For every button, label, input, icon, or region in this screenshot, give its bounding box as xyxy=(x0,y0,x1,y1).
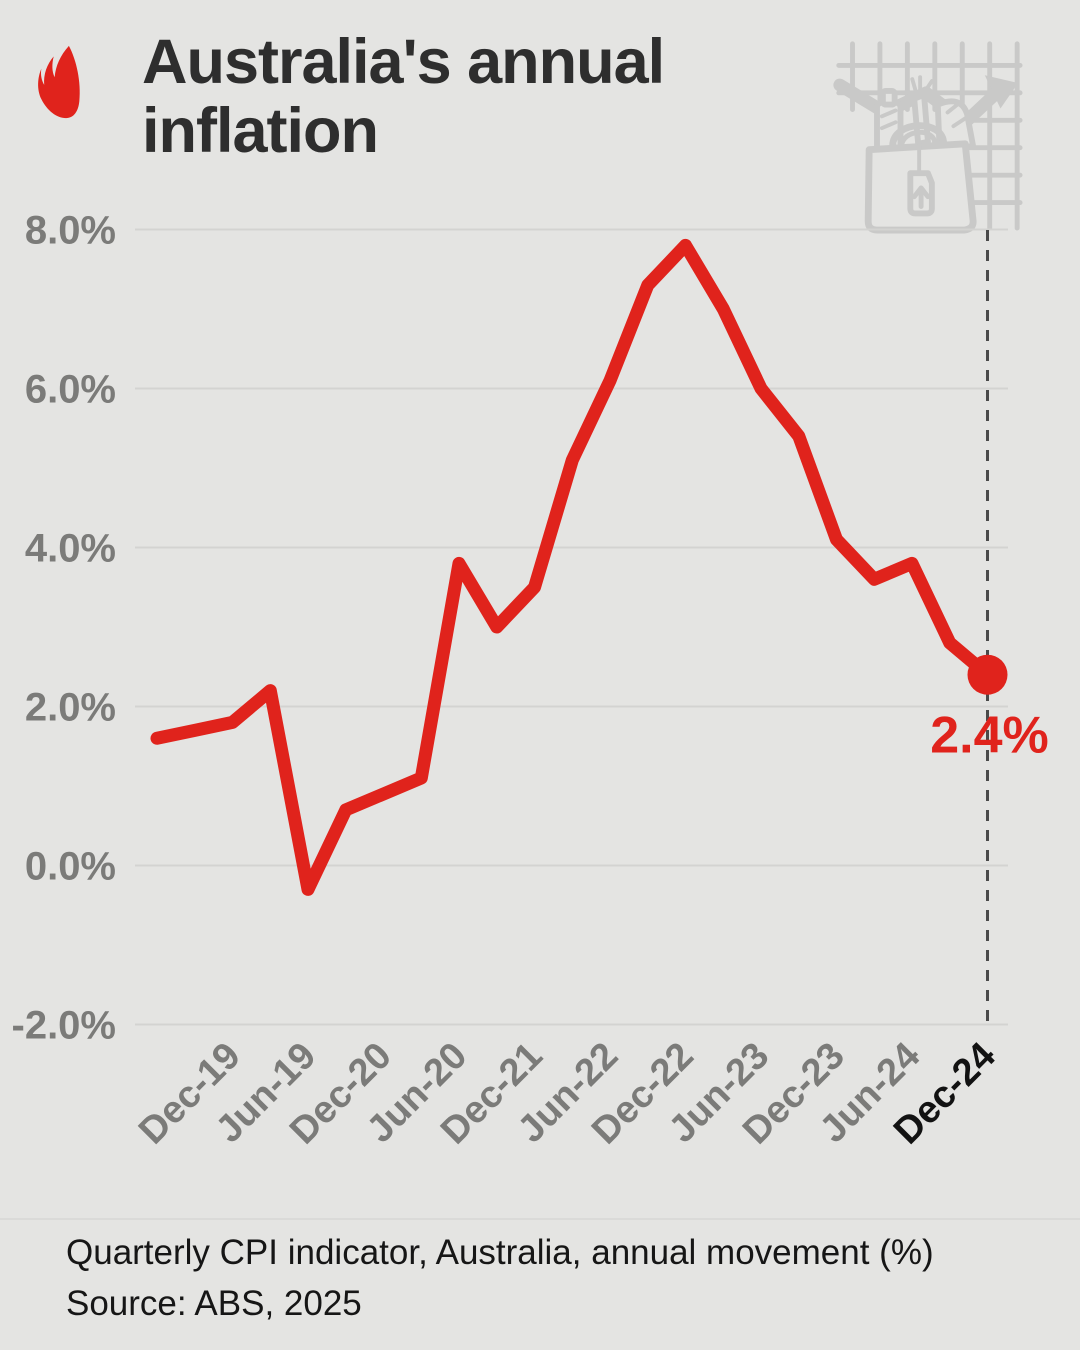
inflation-line xyxy=(150,238,994,896)
y-axis-tick-label: 2.0% xyxy=(25,686,116,730)
chart-footer: Quarterly CPI indicator, Australia, annu… xyxy=(66,1228,934,1330)
footer-divider xyxy=(0,1218,1080,1220)
sbs-flame-logo-icon xyxy=(38,45,80,119)
latest-value-dot xyxy=(967,654,1008,695)
y-axis-tick-label: 6.0% xyxy=(25,368,116,412)
y-axis-tick-label: 4.0% xyxy=(25,527,116,571)
groceries-price-chart-icon xyxy=(833,41,1023,234)
latest-value-label: 2.4% xyxy=(930,707,1049,765)
chart-caption: Quarterly CPI indicator, Australia, annu… xyxy=(66,1233,934,1272)
chart-source: Source: ABS, 2025 xyxy=(66,1283,362,1323)
y-axis-tick-label: 8.0% xyxy=(25,209,116,253)
page-title: Australia's annual inflation xyxy=(142,27,665,167)
y-axis-tick-label: -2.0% xyxy=(12,1004,117,1048)
y-axis-tick-label: 0.0% xyxy=(25,845,116,889)
